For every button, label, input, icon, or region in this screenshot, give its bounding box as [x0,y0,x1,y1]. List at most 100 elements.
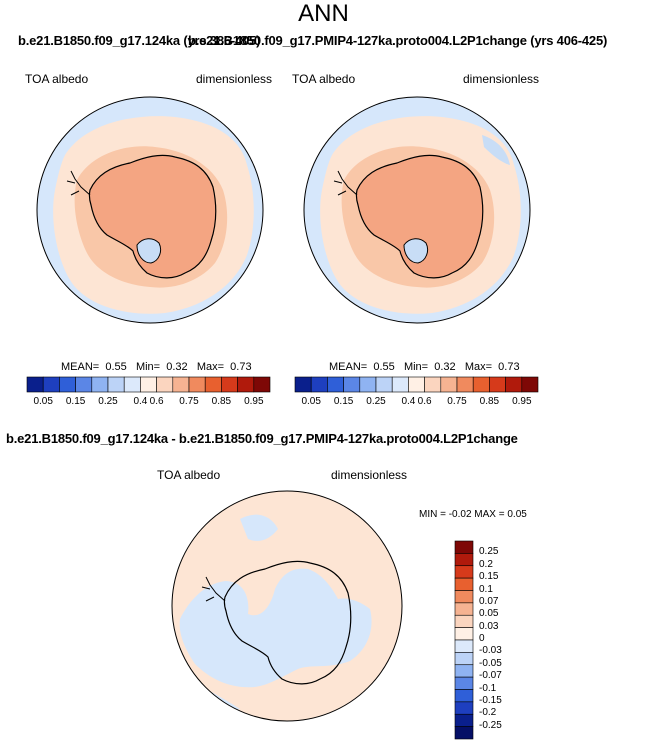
colorbar-tick-label: -0.25 [479,719,502,731]
colorbar-swatch [489,376,506,393]
colorbar-tick-label: 0.75 [447,396,467,407]
colorbar-swatch [343,376,361,393]
colorbar-tick-label: 0.25 [98,396,118,407]
colorbar-swatch [408,376,425,393]
colorbar-tick-label: -0.15 [479,694,502,706]
colorbar-swatch [172,376,190,393]
panel2-units-label: dimensionless [463,72,540,86]
colorbar-swatch [454,652,474,666]
map-boundary [36,96,264,324]
colorbar-swatch [424,376,442,393]
colorbar-tick-label: 0.95 [244,396,264,407]
colorbar-swatch [440,376,458,393]
colorbar-tick-label: 0.05 [301,396,321,407]
colorbar-swatch [454,627,474,641]
colorbar-swatch [454,676,474,690]
blue-region-east [240,514,278,541]
colorbar-swatch [454,713,474,727]
colorbar-tick-label: 0.25 [366,396,386,407]
antarctic-continent-core [88,154,217,279]
colorbar-swatch [221,376,238,393]
colorbar-swatch [521,376,539,393]
panel1-case-title: b.e21.B1850.f09_g17.124ka (yrs 386-405) [18,33,261,48]
colorbar-tick-label: 0.05 [479,608,499,620]
colorbar-swatch [454,577,474,591]
colorbar-tick-label: 0 [479,633,485,644]
map-boundary [303,96,531,324]
blue-region-west [179,568,372,688]
colorbar-tick-label: 0.75 [179,396,199,407]
colorbar-swatch [454,590,474,604]
diff-minmax: MIN = -0.02 MAX = 0.05 [419,509,527,520]
diff-field-label: TOA albedo [157,468,221,482]
colorbar-swatch [75,376,93,393]
colorbar-swatch [107,376,125,393]
colorbar-swatch [91,376,109,393]
colorbar-swatch [294,376,312,393]
colorbar-swatch [454,614,474,628]
colorbar-tick-label: 0.4 [401,396,416,407]
panel2-field-label: TOA albedo [292,72,356,86]
colorbar-tick-label: 0.15 [333,396,354,407]
figure-title: ANN [298,0,349,27]
colorbar-swatch [253,376,271,393]
colorbar-swatch [375,376,393,393]
colorbar-tick-label: -0.2 [479,707,497,719]
colorbar-difference [454,540,474,740]
colorbar-tick-label: 0.95 [512,396,532,407]
colorbar-tick-label: 0.07 [479,595,499,607]
colorbar-swatch [123,376,141,393]
colorbar-tick-label: 0.05 [33,396,53,407]
colorbar-tick-label: 0.4 [133,396,148,407]
colorbar-swatch [156,376,174,393]
map-boundary [171,490,403,722]
panel1-units-label: dimensionless [196,72,273,86]
colorbar-tick-label: 0.03 [479,620,499,632]
ross-sea-notch [403,238,429,264]
colorbar-tick-label: -0.07 [479,670,502,682]
polar-map-panel2 [303,96,531,324]
colorbar-swatch [454,726,474,740]
colorbar-swatch [140,376,157,393]
antarctic-peninsula [201,576,226,602]
colorbar-swatch [26,376,44,393]
antarctic-continent-core [355,154,484,279]
colorbar-swatch [391,376,409,393]
colorbar-swatch [454,540,474,554]
colorbar-swatch [454,701,474,715]
colorbar-tick-label: 0.1 [479,583,493,595]
antarctic-peninsula [333,170,358,196]
antarctic-peninsula [66,170,91,196]
ross-sea-notch [136,238,162,264]
colorbar-tick-label: 0.85 [479,396,500,407]
colorbar-tick-label: 0.15 [65,396,86,407]
colorbar-panel2 [294,376,539,393]
colorbar-tick-label: -0.05 [479,657,502,669]
colorbar-swatch [454,639,474,653]
colorbar-swatch [456,376,474,393]
colorbar-swatch [472,376,490,393]
colorbar-swatch [188,376,206,393]
colorbar-swatch [454,689,474,703]
colorbar-swatch [42,376,60,393]
diff-title: b.e21.B1850.f09_g17.124ka - b.e21.B1850.… [6,431,518,446]
colorbar-tick-label: -0.03 [479,645,502,657]
colorbar-tick-label: 0.15 [479,571,499,583]
colorbar-tick-label: 0.6 [149,396,164,407]
colorbar-swatch [454,565,474,579]
colorbar-swatch [327,376,344,393]
colorbar-swatch [505,376,523,393]
colorbar-swatch [59,376,76,393]
antarctic-coastline [223,560,352,685]
diff-units-label: dimensionless [331,468,408,482]
colorbar-swatch [237,376,255,393]
colorbar-swatch [454,553,474,567]
polar-map-difference [171,490,403,722]
panel2-case-title: b.e21.B1850.f09_g17.PMIP4-127ka.proto004… [188,33,608,48]
colorbar-panel1 [26,376,271,393]
colorbar-swatch [204,376,222,393]
blue-patch [482,135,510,165]
colorbar-tick-label: 0.2 [479,558,493,570]
colorbar-tick-label: 0.6 [417,396,432,407]
colorbar-tick-label: 0.25 [479,546,499,558]
